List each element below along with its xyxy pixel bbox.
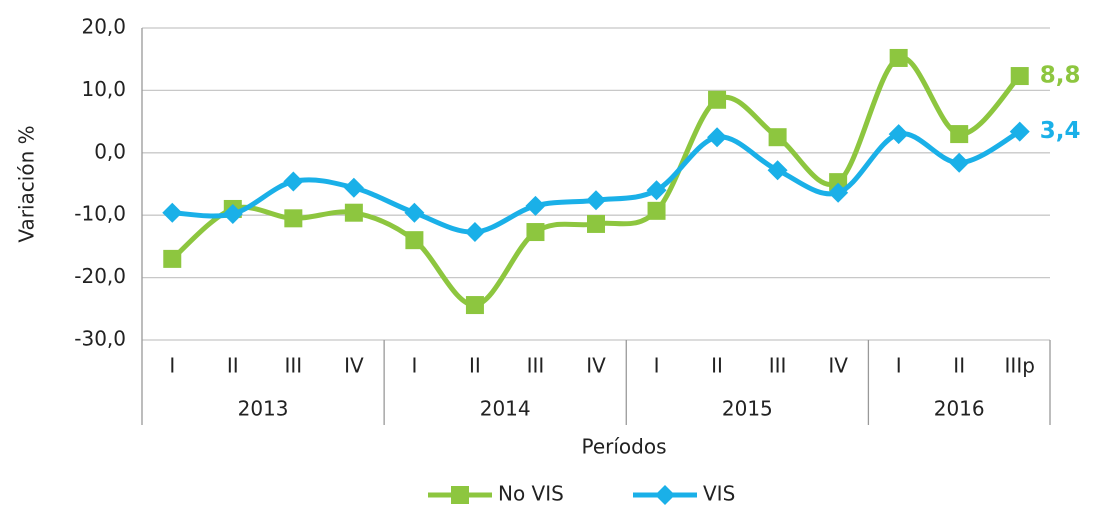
marker <box>1010 67 1029 86</box>
x-tick-label: I <box>169 354 175 378</box>
marker <box>344 203 363 222</box>
end-label: 3,4 <box>1040 118 1081 144</box>
y-tick-label: -30,0 <box>74 327 126 351</box>
group-label: 2016 <box>934 397 985 421</box>
x-tick-label: I <box>896 354 902 378</box>
x-tick-label: IV <box>828 354 848 378</box>
marker <box>708 90 727 109</box>
marker <box>343 177 364 198</box>
marker <box>828 182 849 203</box>
y-tick-label: -10,0 <box>74 202 126 226</box>
end-label: 8,8 <box>1040 63 1081 89</box>
marker <box>526 223 545 242</box>
legend-label: VIS <box>703 482 735 506</box>
x-tick-label: III <box>527 354 545 378</box>
y-tick-label: 0,0 <box>94 139 126 163</box>
marker <box>587 214 605 233</box>
y-tick-label: 10,0 <box>81 77 126 101</box>
marker <box>586 190 606 211</box>
marker <box>1009 121 1030 142</box>
marker <box>768 128 787 147</box>
x-tick-label: I <box>411 354 417 378</box>
marker <box>525 195 546 216</box>
marker <box>829 173 848 192</box>
marker <box>655 485 675 505</box>
marker <box>404 202 425 223</box>
marker <box>451 486 469 504</box>
y-tick-label: -20,0 <box>74 264 126 288</box>
marker <box>464 222 485 243</box>
marker <box>222 203 243 224</box>
group-label: 2013 <box>238 397 289 421</box>
marker <box>889 48 908 67</box>
marker <box>888 124 909 145</box>
y-tick-label: 20,0 <box>81 15 126 39</box>
x-tick-label: III <box>769 354 787 378</box>
x-tick-label: II <box>227 354 239 378</box>
x-tick-label: I <box>654 354 660 378</box>
marker <box>283 171 304 192</box>
marker <box>950 125 969 144</box>
marker <box>405 231 424 250</box>
marker <box>647 201 666 220</box>
x-tick-label: II <box>711 354 723 378</box>
x-tick-label: II <box>469 354 481 378</box>
x-tick-label: III <box>284 354 302 378</box>
marker <box>707 127 728 148</box>
marker <box>646 180 667 201</box>
marker <box>163 249 182 268</box>
group-label: 2015 <box>722 397 773 421</box>
x-tick-label: II <box>953 354 965 378</box>
marker <box>767 160 788 181</box>
marker <box>949 152 970 173</box>
x-tick-label: IV <box>586 354 606 378</box>
marker <box>162 202 183 223</box>
x-axis-title: Períodos <box>581 435 666 459</box>
x-tick-label: IIIp <box>1005 354 1035 378</box>
marker <box>284 209 303 228</box>
marker <box>465 296 484 315</box>
group-label: 2014 <box>480 397 531 421</box>
y-axis-title: Variación % <box>15 125 39 242</box>
x-tick-label: IV <box>344 354 364 378</box>
legend-label: No VIS <box>498 482 564 506</box>
